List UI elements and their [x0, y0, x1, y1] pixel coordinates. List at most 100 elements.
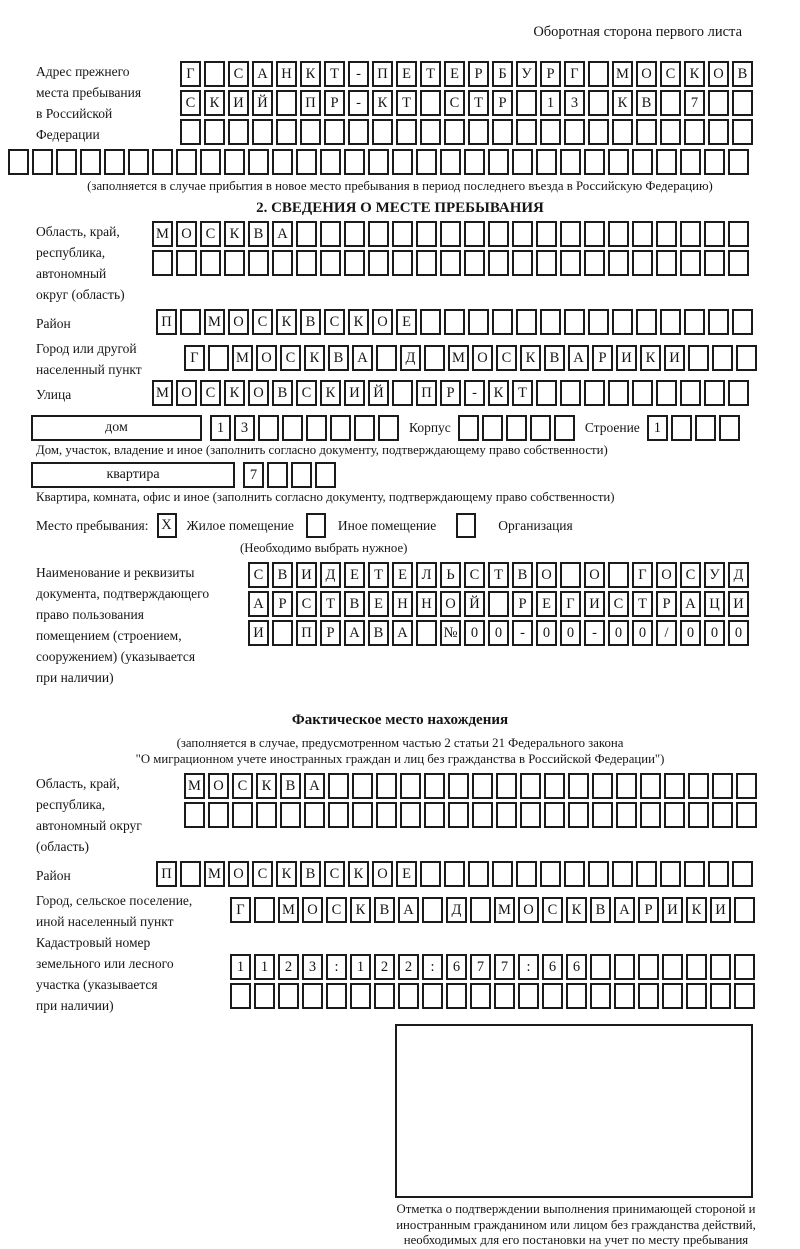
char-cell[interactable]: О: [372, 861, 393, 887]
char-cell[interactable]: [315, 462, 336, 488]
char-cell[interactable]: П: [296, 620, 317, 646]
char-cell[interactable]: [694, 415, 716, 441]
char-cell[interactable]: 2: [278, 954, 299, 980]
char-cell[interactable]: Й: [368, 380, 389, 406]
char-cell[interactable]: [564, 309, 585, 335]
char-cell[interactable]: [400, 802, 421, 828]
char-cell[interactable]: О: [584, 562, 605, 588]
char-cell[interactable]: Т: [512, 380, 533, 406]
char-cell[interactable]: Т: [368, 562, 389, 588]
char-cell[interactable]: В: [300, 861, 321, 887]
char-cell[interactable]: [612, 119, 633, 145]
char-cell[interactable]: К: [684, 61, 705, 87]
char-cell[interactable]: И: [664, 344, 685, 371]
char-cell[interactable]: Е: [396, 861, 417, 887]
char-cell[interactable]: [368, 221, 389, 247]
char-cell[interactable]: О: [256, 344, 277, 371]
char-cell[interactable]: К: [224, 221, 245, 247]
char-cell[interactable]: [520, 802, 541, 828]
char-cell[interactable]: [592, 802, 613, 828]
char-cell[interactable]: [718, 415, 740, 441]
char-cell[interactable]: [472, 802, 493, 828]
char-cell[interactable]: М: [184, 773, 205, 799]
char-cell[interactable]: [350, 983, 371, 1009]
char-cell[interactable]: [420, 309, 441, 335]
char-cell[interactable]: 0: [560, 620, 581, 646]
char-cell[interactable]: [344, 149, 365, 175]
char-cell[interactable]: [464, 149, 485, 175]
char-cell[interactable]: -: [348, 61, 369, 87]
char-cell[interactable]: [708, 309, 729, 335]
char-cell[interactable]: А: [344, 620, 365, 646]
char-cell[interactable]: У: [516, 61, 537, 87]
char-cell[interactable]: [440, 221, 461, 247]
char-cell[interactable]: О: [228, 309, 249, 335]
char-cell[interactable]: [248, 250, 269, 276]
char-cell[interactable]: [376, 344, 397, 371]
char-cell[interactable]: [680, 221, 701, 247]
char-cell[interactable]: -: [512, 620, 533, 646]
char-cell[interactable]: С: [248, 562, 269, 588]
char-cell[interactable]: Е: [368, 591, 389, 617]
char-cell[interactable]: А: [272, 221, 293, 247]
char-cell[interactable]: [80, 149, 101, 175]
char-cell[interactable]: С: [200, 221, 221, 247]
char-cell[interactable]: [612, 861, 633, 887]
char-cell[interactable]: [688, 773, 709, 799]
char-cell[interactable]: А: [248, 591, 269, 617]
char-cell[interactable]: [568, 773, 589, 799]
char-cell[interactable]: [376, 802, 397, 828]
char-cell[interactable]: [638, 983, 659, 1009]
char-cell[interactable]: 7: [243, 462, 264, 488]
char-cell[interactable]: [636, 119, 657, 145]
char-cell[interactable]: В: [328, 344, 349, 371]
char-cell[interactable]: [296, 250, 317, 276]
char-cell[interactable]: К: [256, 773, 277, 799]
char-cell[interactable]: 6: [566, 954, 587, 980]
char-cell[interactable]: [420, 90, 441, 116]
char-cell[interactable]: О: [636, 61, 657, 87]
char-cell[interactable]: [612, 309, 633, 335]
char-cell[interactable]: [564, 119, 585, 145]
char-cell[interactable]: [584, 380, 605, 406]
char-cell[interactable]: [256, 802, 277, 828]
char-cell[interactable]: И: [662, 896, 683, 923]
char-cell[interactable]: [492, 861, 513, 887]
char-cell[interactable]: О: [440, 591, 461, 617]
char-cell[interactable]: [684, 309, 705, 335]
char-cell[interactable]: А: [568, 344, 589, 371]
char-cell[interactable]: В: [732, 61, 753, 87]
char-cell[interactable]: А: [614, 896, 635, 923]
char-cell[interactable]: [544, 773, 565, 799]
char-cell[interactable]: [368, 250, 389, 276]
char-cell[interactable]: [686, 983, 707, 1009]
char-cell[interactable]: С: [232, 773, 253, 799]
char-cell[interactable]: [272, 620, 293, 646]
char-cell[interactable]: И: [228, 90, 249, 116]
char-cell[interactable]: [180, 309, 201, 335]
char-cell[interactable]: [492, 309, 513, 335]
char-cell[interactable]: [680, 250, 701, 276]
char-cell[interactable]: -: [464, 380, 485, 406]
char-cell[interactable]: Е: [536, 591, 557, 617]
char-cell[interactable]: [638, 954, 659, 980]
char-cell[interactable]: [590, 983, 611, 1009]
char-cell[interactable]: [372, 119, 393, 145]
char-cell[interactable]: Т: [468, 90, 489, 116]
char-cell[interactable]: [688, 802, 709, 828]
char-cell[interactable]: 6: [542, 954, 563, 980]
char-cell[interactable]: [208, 344, 229, 371]
char-cell[interactable]: У: [704, 562, 725, 588]
char-cell[interactable]: [616, 802, 637, 828]
char-cell[interactable]: К: [350, 896, 371, 923]
char-cell[interactable]: Р: [656, 591, 677, 617]
char-cell[interactable]: Р: [638, 896, 659, 923]
char-cell[interactable]: Г: [564, 61, 585, 87]
char-cell[interactable]: С: [542, 896, 563, 923]
char-cell[interactable]: :: [518, 954, 539, 980]
char-cell[interactable]: 0: [728, 620, 749, 646]
char-cell[interactable]: [230, 983, 251, 1009]
char-cell[interactable]: [688, 344, 709, 371]
char-cell[interactable]: [632, 221, 653, 247]
char-cell[interactable]: 7: [494, 954, 515, 980]
